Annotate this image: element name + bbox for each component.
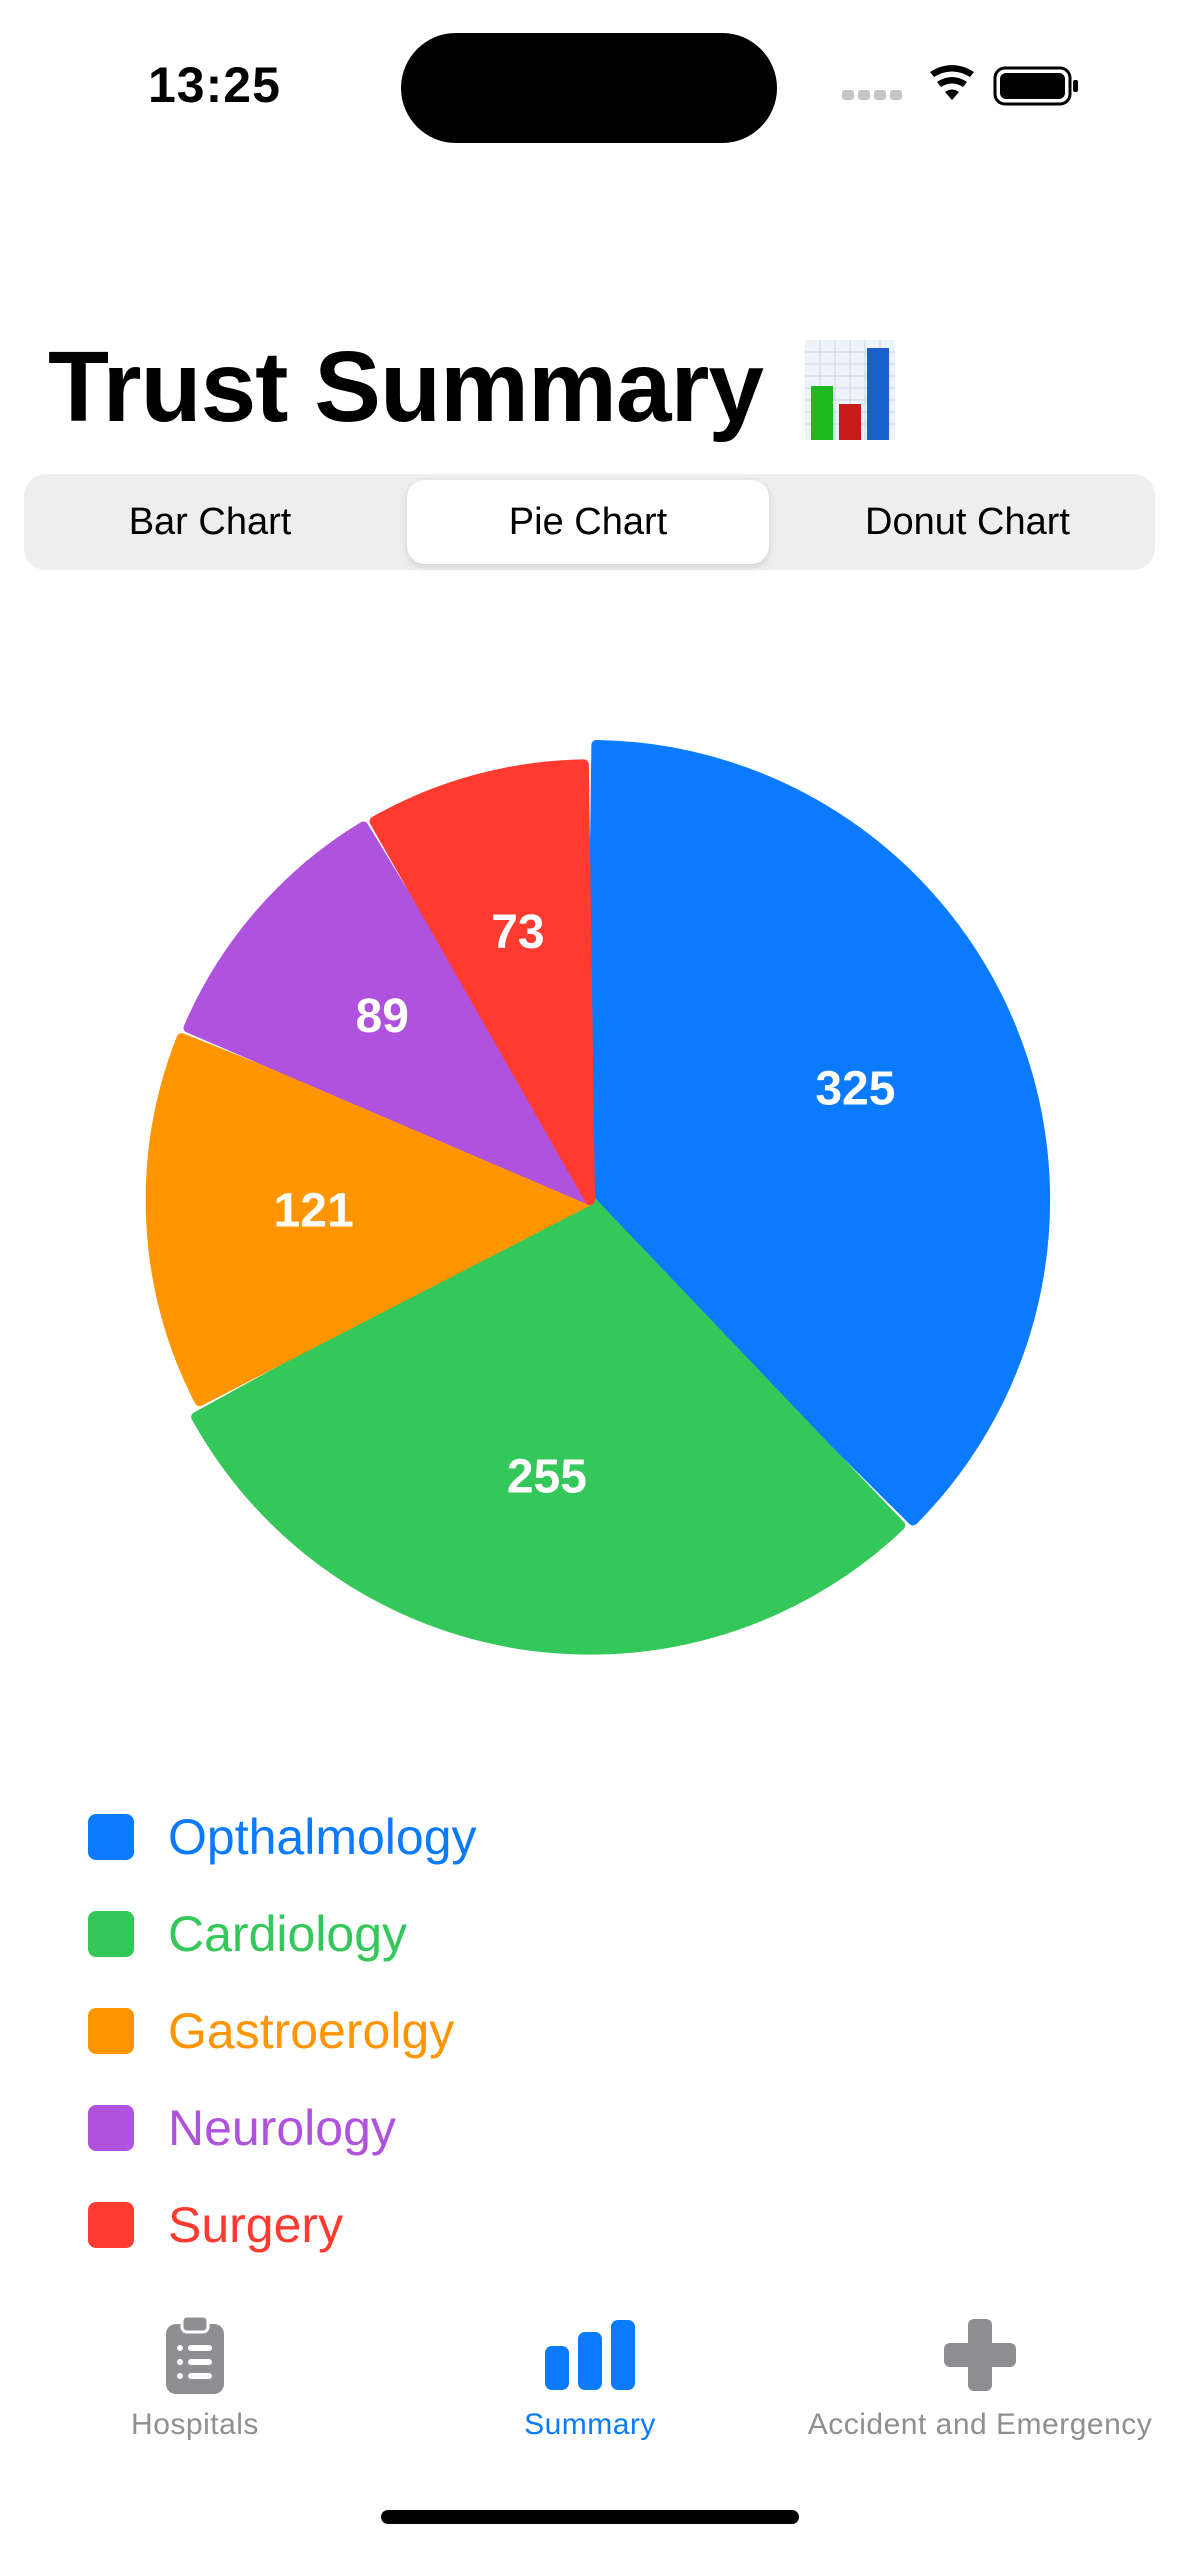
pie-slice-value-label: 255 bbox=[507, 1451, 587, 1504]
pie-slice-opthalmology[interactable] bbox=[585, 740, 1051, 1526]
pie-slice-value-label: 73 bbox=[491, 906, 544, 959]
legend-label: Gastroerolgy bbox=[168, 2002, 455, 2059]
pie-slice-cardiology[interactable] bbox=[191, 1195, 906, 1655]
legend-item-cardiology: Cardiology bbox=[88, 1885, 477, 1982]
pie-slice-gastroerolgy[interactable] bbox=[145, 1033, 595, 1407]
legend-label: Cardiology bbox=[168, 1905, 408, 1962]
segment-bar-chart[interactable]: Bar Chart bbox=[128, 500, 292, 543]
legend-item-surgery: Surgery bbox=[88, 2176, 477, 2273]
segment-pie-chart[interactable]: Pie Chart bbox=[407, 480, 769, 564]
tab-hospitals[interactable]: Hospitals bbox=[95, 2310, 295, 2460]
status-icons bbox=[842, 65, 1078, 106]
chart-bar-icon bbox=[540, 2310, 640, 2400]
pie-chart: 325 255 121 89 73 bbox=[145, 740, 1051, 1655]
legend-item-neurology: Neurology bbox=[88, 2079, 477, 2176]
legend-swatch bbox=[88, 2007, 134, 2054]
cellular-signal-icon bbox=[842, 90, 902, 100]
tab-label: Summary bbox=[524, 2408, 656, 2441]
pie-slice-neurology[interactable] bbox=[183, 821, 595, 1205]
page-title: Trust Summary bbox=[48, 331, 764, 443]
chart-type-segmented-control: Bar Chart Pie Chart Donut Chart bbox=[24, 474, 1155, 570]
chart-legend: Opthalmology Cardiology Gastroerolgy Neurol… bbox=[88, 1788, 477, 2273]
legend-swatch bbox=[88, 1813, 134, 1860]
tab-label: Hospitals bbox=[131, 2408, 259, 2441]
legend-item-opthalmology: Opthalmology bbox=[88, 1788, 477, 1885]
pie-slice-value-label: 325 bbox=[815, 1062, 895, 1115]
pie-slice-value-label: 121 bbox=[274, 1184, 354, 1237]
legend-label: Surgery bbox=[168, 2196, 344, 2253]
pie-slice-surgery[interactable] bbox=[369, 759, 595, 1205]
tab-accident-and-emergency[interactable]: Accident and Emergency bbox=[790, 2310, 1170, 2460]
segment-donut-chart[interactable]: Donut Chart bbox=[865, 500, 1070, 543]
legend-swatch bbox=[88, 1910, 134, 1957]
legend-label: Neurology bbox=[168, 2099, 396, 2156]
battery-icon bbox=[993, 66, 1078, 106]
legend-swatch bbox=[88, 2201, 134, 2248]
wifi-icon bbox=[930, 65, 974, 100]
bar-chart-emoji-icon bbox=[805, 340, 895, 440]
cross-icon bbox=[930, 2310, 1030, 2400]
legend-label: Opthalmology bbox=[168, 1808, 477, 1865]
tab-label: Accident and Emergency bbox=[807, 2408, 1153, 2441]
pie-slice-value-label: 89 bbox=[356, 990, 409, 1043]
legend-item-gastroerolgy: Gastroerolgy bbox=[88, 1982, 477, 2079]
clipboard-list-icon bbox=[145, 2310, 245, 2400]
tab-summary[interactable]: Summary bbox=[490, 2310, 690, 2460]
legend-swatch bbox=[88, 2104, 134, 2151]
status-time: 13:25 bbox=[148, 57, 281, 113]
dynamic-island bbox=[401, 33, 777, 143]
home-indicator bbox=[381, 2510, 799, 2524]
